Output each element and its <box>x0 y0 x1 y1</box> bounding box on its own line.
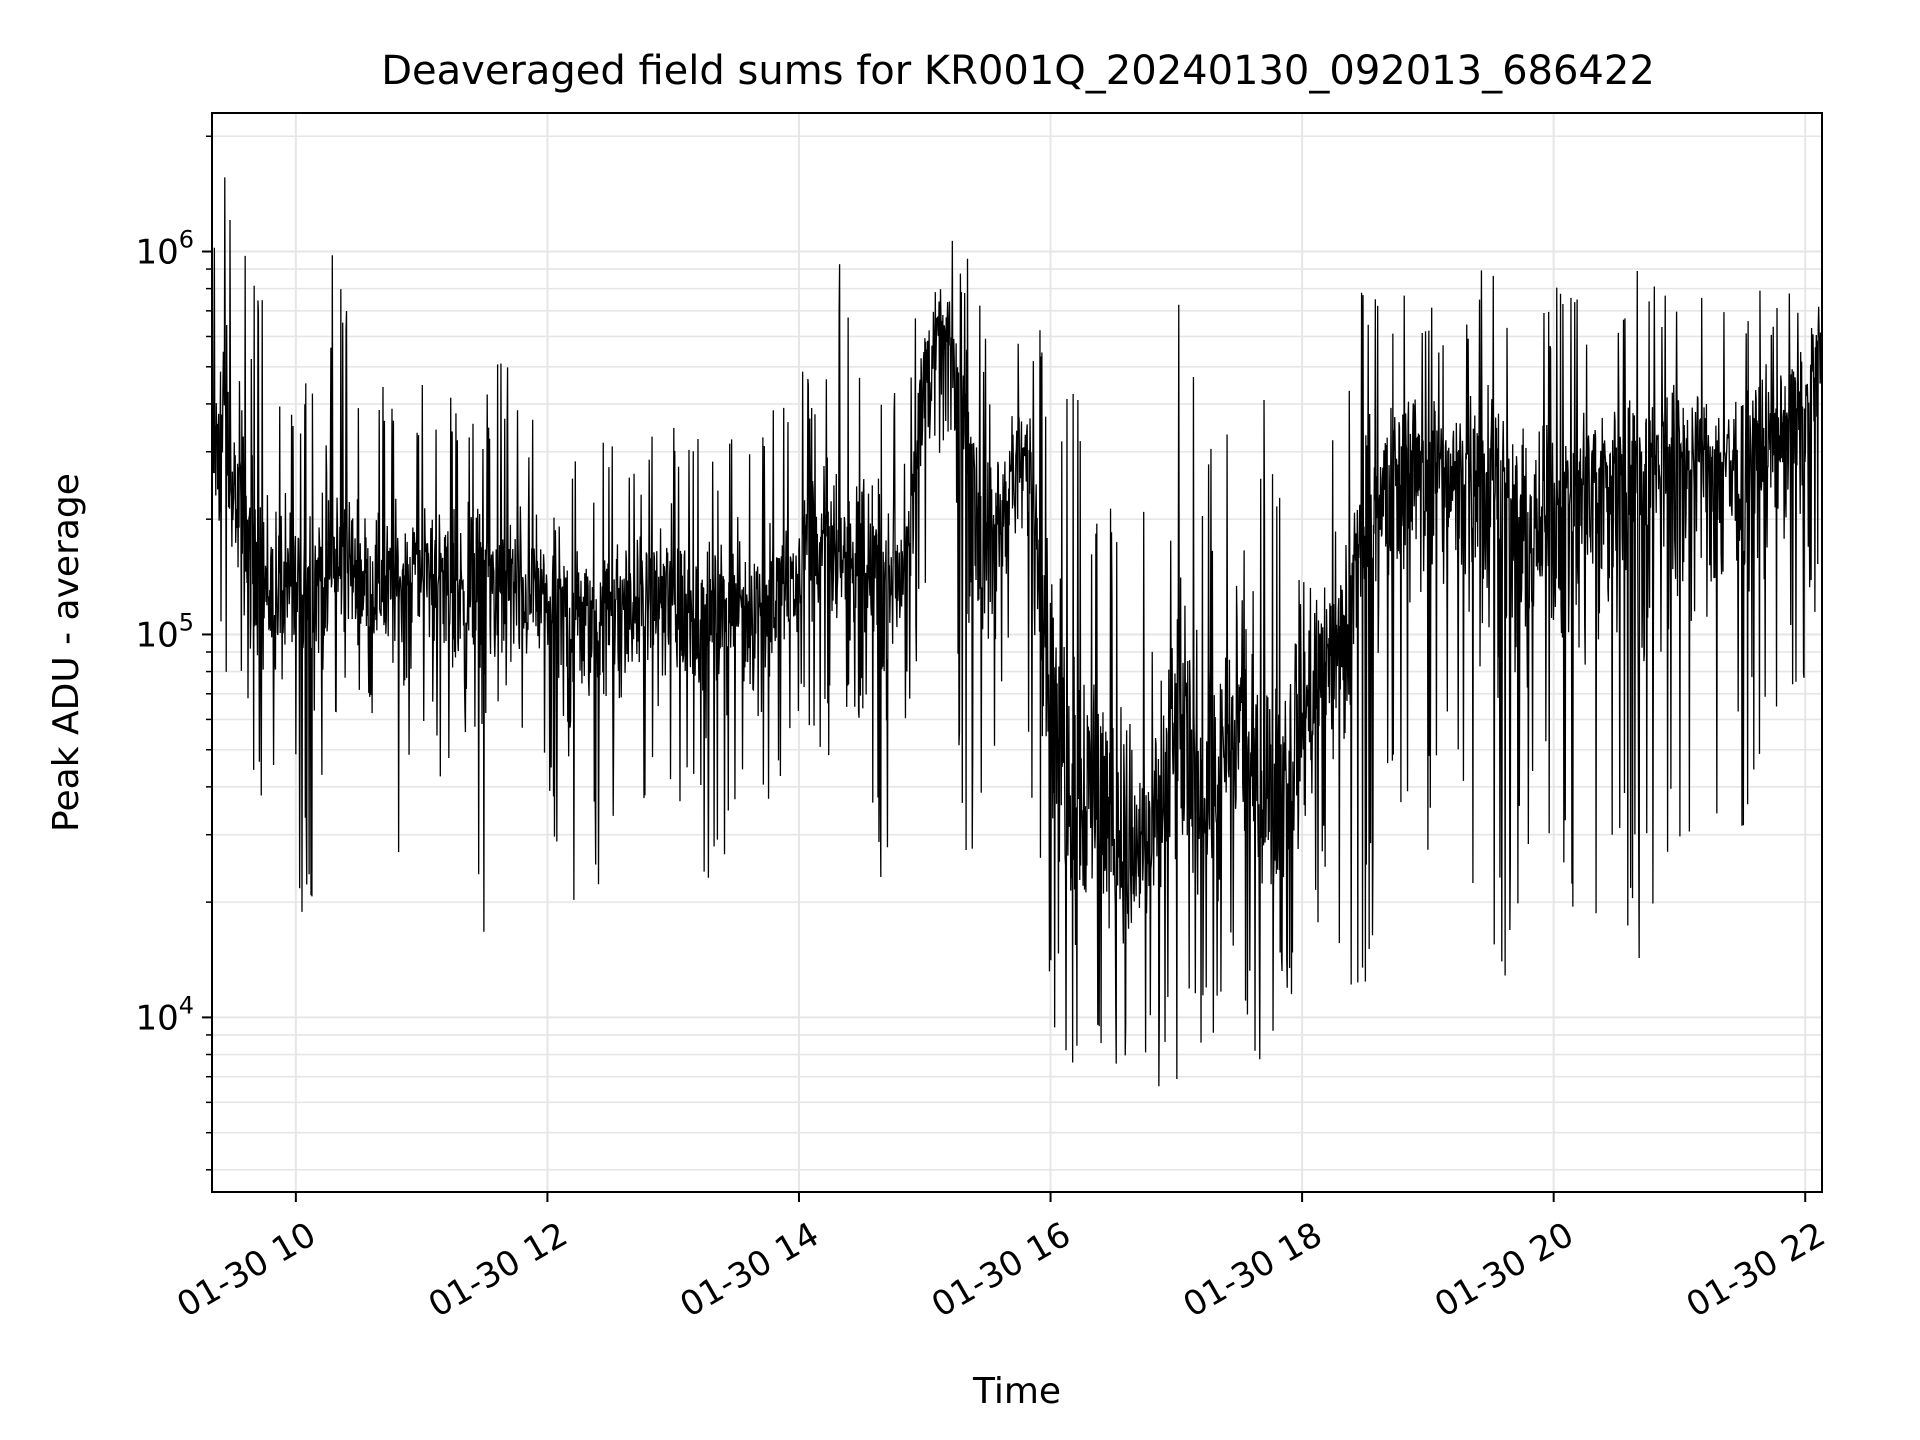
x-tick-label: 01-30 14 <box>673 1215 825 1326</box>
x-tick-label: 01-30 12 <box>422 1215 574 1326</box>
x-tick-label: 01-30 18 <box>1177 1215 1329 1326</box>
y-axis-label: Peak ADU - average <box>46 473 87 832</box>
x-tick-label: 01-30 20 <box>1428 1215 1580 1326</box>
y-tick-label: 105 <box>135 608 194 655</box>
y-tick-base: 10 <box>135 998 178 1038</box>
series-line <box>211 177 1823 1087</box>
y-tick-exponent: 6 <box>179 226 194 254</box>
x-tick-label: 01-30 16 <box>925 1215 1077 1326</box>
chart-title: Deaveraged field sums for KR001Q_2024013… <box>381 48 1655 94</box>
y-tick-base: 10 <box>135 615 178 655</box>
x-axis-label: Time <box>972 1371 1061 1412</box>
x-tick-label: 01-30 22 <box>1680 1215 1832 1326</box>
y-tick-exponent: 5 <box>179 608 194 636</box>
y-tick-exponent: 4 <box>179 991 194 1019</box>
x-axis: 01-30 10 01-30 12 01-30 14 01-30 16 01-30 18… <box>170 1192 1832 1326</box>
y-tick-base: 10 <box>135 233 178 273</box>
grid <box>212 113 1822 1192</box>
y-tick-label: 106 <box>135 226 194 273</box>
y-tick-label: 104 <box>135 991 194 1038</box>
x-tick-label: 01-30 10 <box>170 1215 322 1326</box>
series-layer <box>211 177 1823 1087</box>
